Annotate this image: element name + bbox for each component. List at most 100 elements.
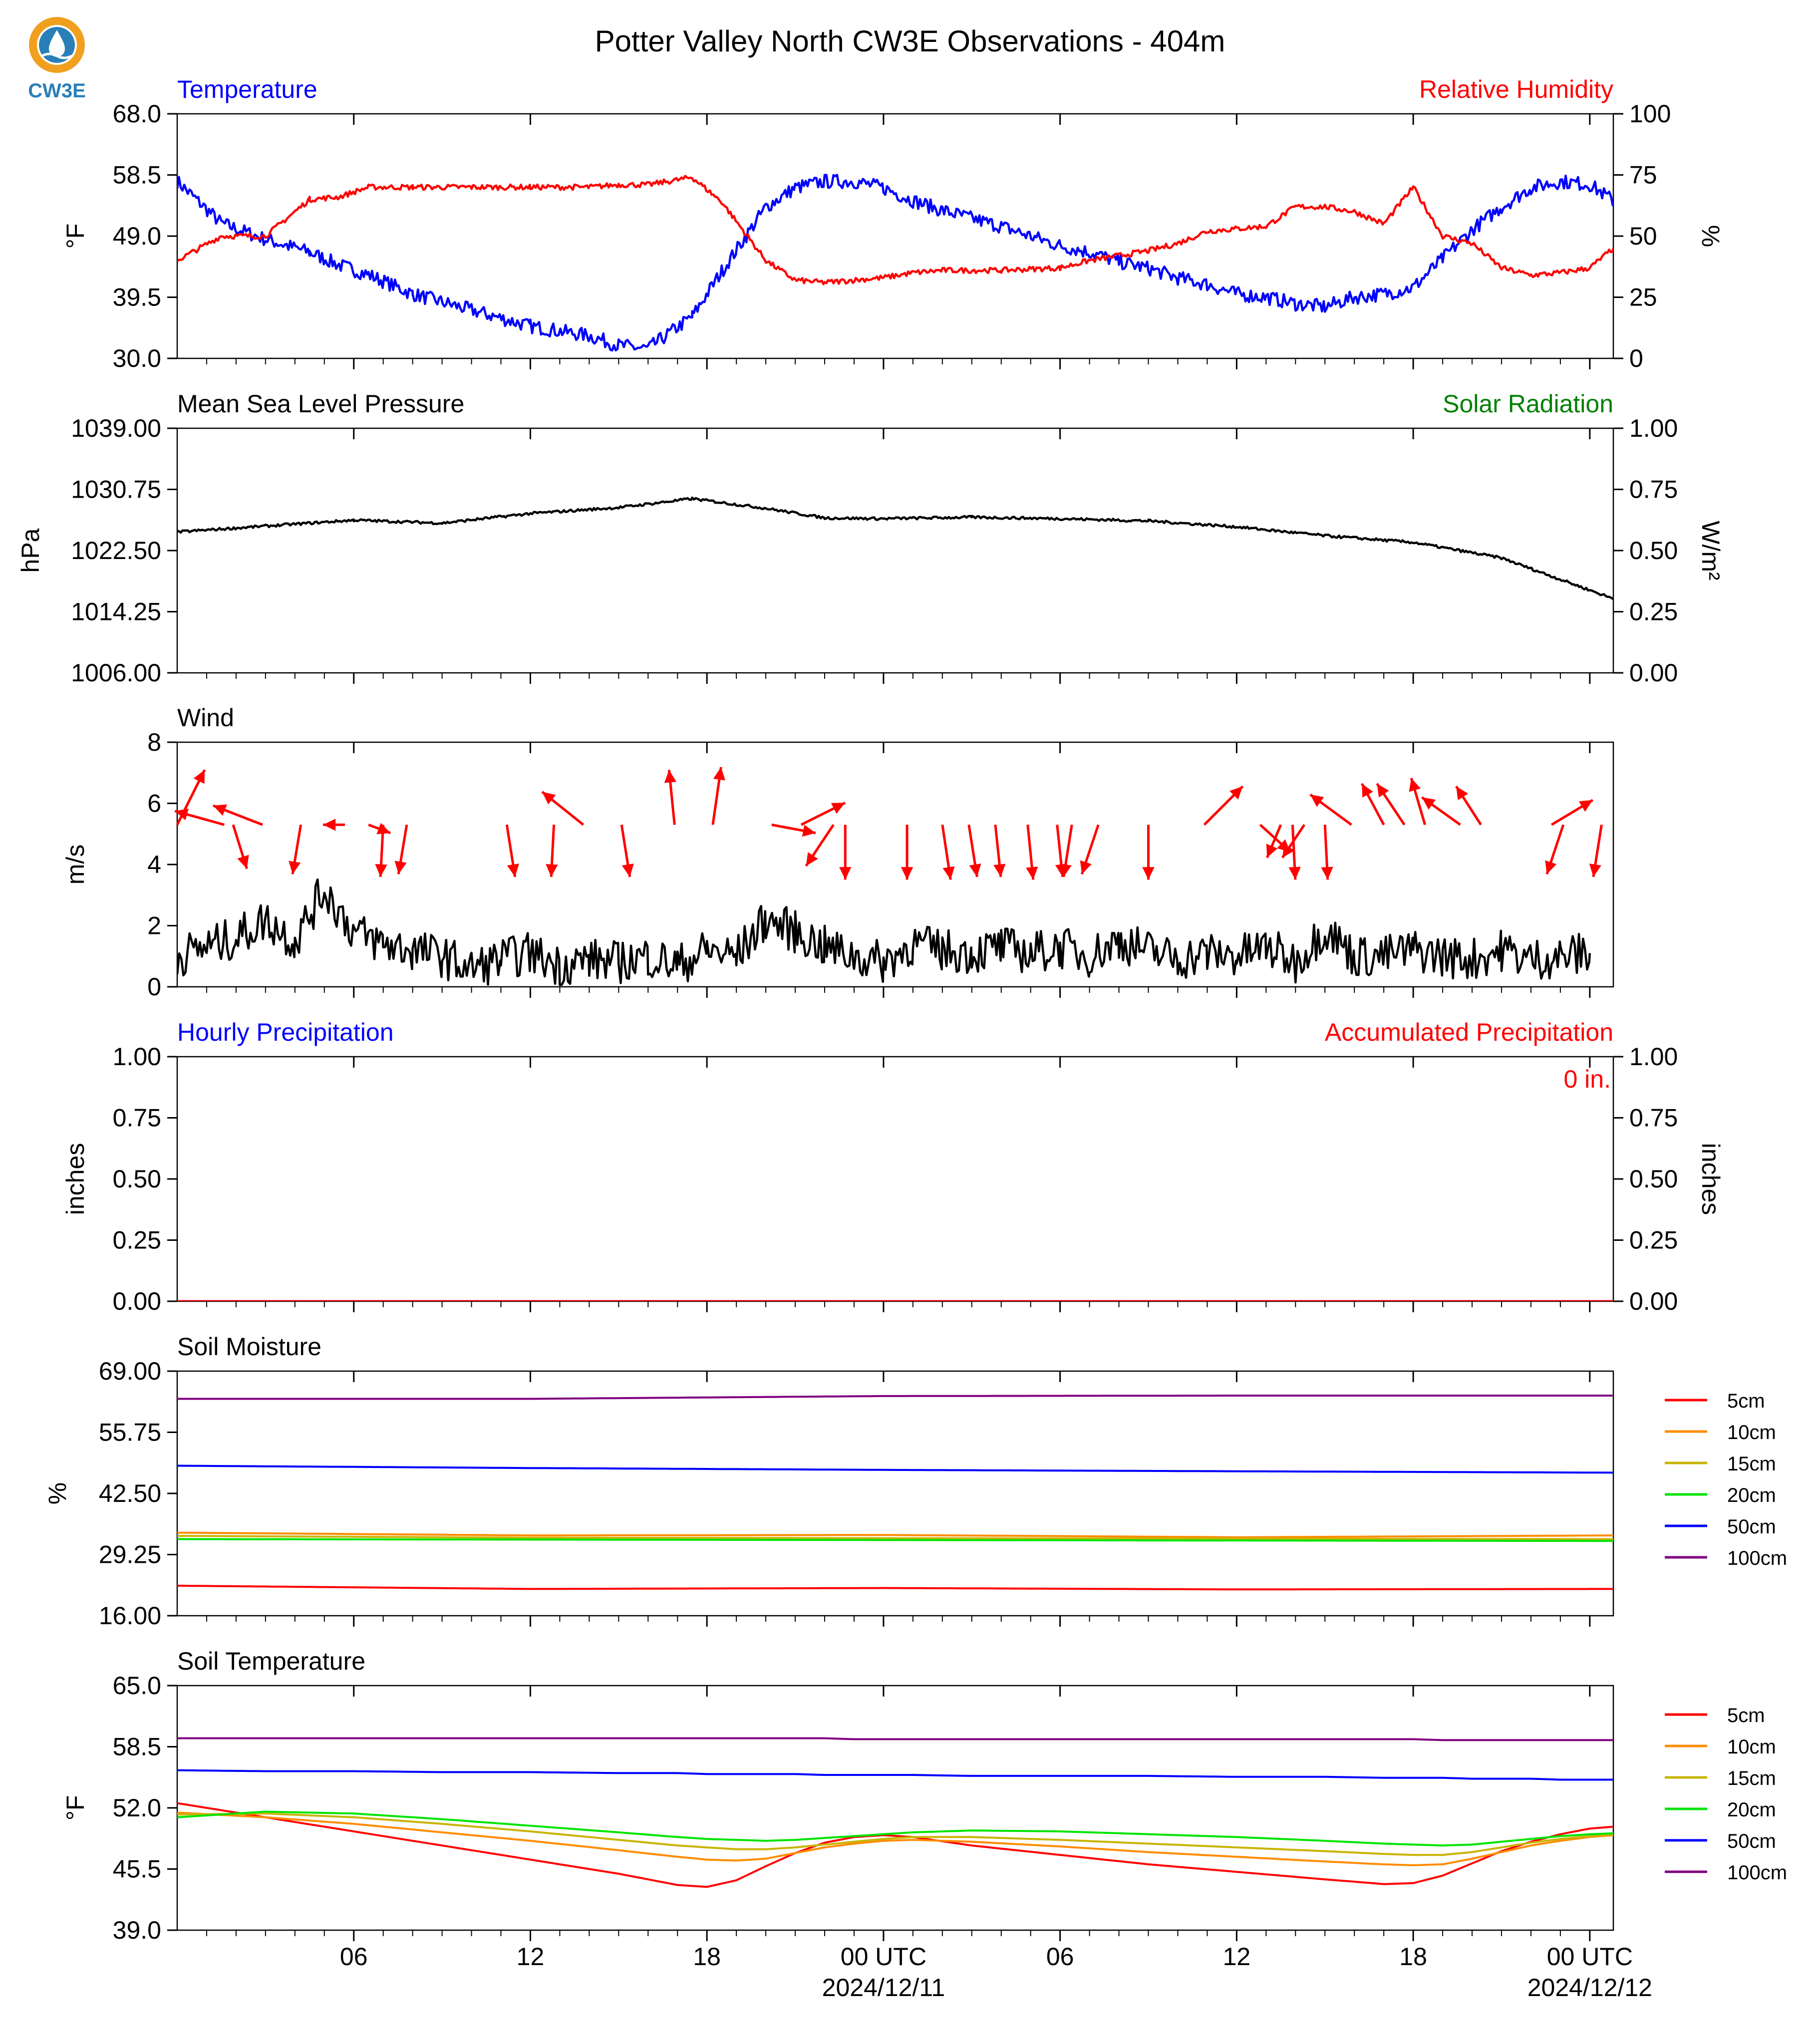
y-tick-label: 39.0: [113, 1916, 161, 1944]
y-tick-label-right: 50: [1629, 222, 1657, 250]
y-tick-label-right: 0.00: [1629, 659, 1678, 687]
wind-arrow: [1059, 824, 1073, 877]
y-axis-label-right: inches: [1697, 1143, 1725, 1215]
y-tick-label: 1006.00: [71, 659, 161, 687]
plot-frame: [176, 427, 1614, 674]
wind-arrow-head: [1266, 844, 1278, 858]
wind-arrow: [323, 819, 345, 831]
series-line-temperature: [177, 174, 1613, 352]
wind-arrow: [1409, 778, 1427, 826]
wind-arrow: [839, 825, 852, 880]
wind-arrow-head: [507, 864, 519, 877]
series-line-10cm: [177, 1531, 1613, 1538]
wind-arrow-head: [806, 852, 818, 866]
wind-arrow: [1142, 825, 1155, 880]
wind-arrow-head: [323, 819, 336, 831]
wind-arrow-head: [542, 792, 556, 805]
x-date-label: 2024/12/11: [822, 1974, 945, 2002]
series-line-20cm: [177, 1810, 1613, 1847]
y-tick-label-right: 0.75: [1629, 1104, 1678, 1132]
wind-arrow-head: [394, 861, 407, 874]
wind-arrow-head: [193, 770, 205, 784]
panel-0: Temperature Relative Humidity 30.0 39.5 49.0…: [61, 75, 1725, 372]
series-line-10cm: [177, 1811, 1613, 1866]
wind-arrow: [1376, 783, 1406, 826]
wind-arrow-head: [1026, 867, 1038, 880]
wind-arrow: [541, 791, 585, 826]
legend: 5cm 10cm 15cm 20cm 50cm 100cm: [1665, 1390, 1787, 1569]
wind-arrow-head: [621, 864, 634, 877]
panel-1: Mean Sea Level Pressure Solar Radiation 10…: [16, 390, 1725, 687]
panel-title-right: Relative Humidity: [1419, 75, 1613, 103]
legend-label: 15cm: [1727, 1767, 1776, 1789]
wind-arrow: [967, 824, 981, 877]
wind-arrow: [505, 824, 519, 877]
y-tick-label: 42.50: [99, 1479, 161, 1507]
panel-title: Hourly Precipitation: [177, 1018, 394, 1046]
wind-arrow-head: [664, 770, 676, 783]
series-line-5cm: [177, 1584, 1613, 1591]
wind-arrow: [1550, 799, 1593, 826]
wind-arrow-head: [1229, 786, 1243, 800]
y-tick-label: 58.5: [113, 1733, 161, 1761]
wind-arrow-head: [969, 864, 981, 877]
wind-arrow: [993, 825, 1006, 877]
y-tick-label: 39.5: [113, 284, 161, 311]
wind-arrow-head: [1282, 844, 1295, 858]
wind-arrow: [805, 824, 835, 867]
legend-label: 10cm: [1727, 1422, 1776, 1444]
series-line-100cm: [177, 1737, 1613, 1741]
panel-3: Hourly Precipitation Accumulated Precipit…: [61, 1018, 1725, 1315]
wind-arrow-head: [1589, 864, 1601, 877]
wind-arrow: [901, 825, 913, 880]
y-tick-label: 52.0: [113, 1794, 161, 1822]
wind-arrow: [1203, 785, 1244, 826]
wind-arrow-head: [1362, 783, 1373, 798]
wind-arrow: [375, 825, 387, 877]
y-axis-label-right: W/m²: [1697, 521, 1725, 580]
y-tick-label: 30.0: [113, 344, 161, 372]
x-tick-label: 00 UTC: [841, 1943, 926, 1971]
legend-label: 5cm: [1727, 1705, 1765, 1727]
wind-arrow: [1026, 825, 1038, 880]
time-axis: 06 12 18 00 UTC 06 12 18 00 UTC 2024/12/11 2024/1…: [340, 1943, 1652, 2002]
water-drop-logo-icon: [49, 30, 65, 57]
y-axis-label: %: [43, 1482, 71, 1504]
y-tick-label-right: 1.00: [1629, 414, 1678, 442]
y-tick-label: 8: [147, 728, 161, 756]
y-tick-label: 1039.00: [71, 414, 161, 442]
y-tick-label-right: 100: [1629, 100, 1671, 128]
series-line-50cm: [177, 1769, 1613, 1781]
wind-arrow-head: [237, 855, 249, 869]
wind-arrow-head: [1545, 860, 1557, 874]
wind-arrow: [800, 802, 846, 826]
wind-arrow: [289, 824, 303, 874]
x-date-label: 2024/12/12: [1527, 1974, 1652, 2002]
wind-arrow-head: [1288, 867, 1301, 880]
y-axis-label: hPa: [16, 528, 44, 573]
wind-arrow: [620, 824, 634, 877]
y-tick-label: 2: [147, 912, 161, 940]
wind-arrow-head: [993, 864, 1006, 877]
y-axis-label-right: %: [1697, 225, 1725, 247]
y-tick-label: 0: [147, 973, 161, 1001]
series-line-100cm: [177, 1395, 1613, 1400]
series-line-15cm: [177, 1812, 1613, 1856]
wind-arrow: [1589, 824, 1603, 877]
wind-arrow: [941, 825, 955, 880]
wind-arrow: [1321, 825, 1333, 880]
logo-text: CW3E: [28, 80, 86, 102]
wind-arrow: [546, 825, 558, 877]
panel-5: Soil Temperature 39.0 45.5 52.0 58.5 65.0 °F 5c…: [61, 1647, 1787, 1944]
wind-arrow: [1360, 783, 1385, 826]
y-tick-label: 1030.75: [71, 476, 161, 504]
y-tick-label: 0.50: [113, 1165, 161, 1193]
plot-frame: [176, 1056, 1614, 1302]
x-tick-label: 12: [1223, 1943, 1251, 1971]
logo-ring-icon: [29, 17, 85, 73]
x-tick-label: 00 UTC: [1547, 1943, 1633, 1971]
series-line-mean-sea-level-pressure: [177, 496, 1613, 600]
y-tick-label: 1.00: [113, 1043, 161, 1071]
logo-wave-icon: [41, 52, 73, 59]
